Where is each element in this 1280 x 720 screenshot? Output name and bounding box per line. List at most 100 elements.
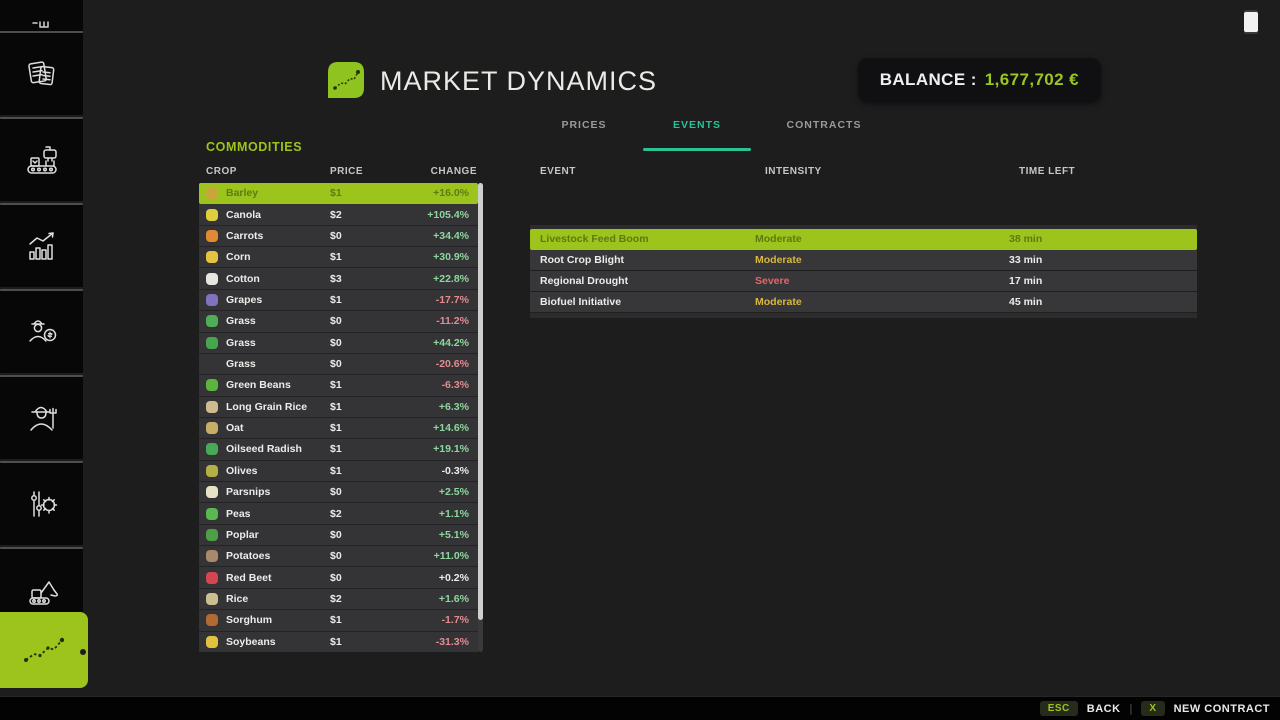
commodity-name: Grass xyxy=(226,358,256,371)
commodity-price: $2 xyxy=(330,593,342,605)
balance-value: 1,677,702 € xyxy=(984,70,1079,89)
cotton-icon xyxy=(206,272,218,285)
parsnips-icon xyxy=(206,486,218,499)
canola-icon xyxy=(206,208,218,221)
commodity-row[interactable]: Grass $0 -20.6% xyxy=(199,353,478,376)
commodity-row[interactable]: Peas $2 +1.1% xyxy=(199,503,478,525)
farmer-icon xyxy=(29,406,57,431)
commodity-row[interactable]: Rice $2 +1.6% xyxy=(199,588,478,611)
event-row[interactable]: Root Crop Blight Moderate 33 min xyxy=(530,250,1197,271)
tab-events[interactable]: EVENTS xyxy=(672,119,722,131)
sidebar-item-settings[interactable] xyxy=(0,463,83,545)
commodity-row[interactable]: Carrots $0 +34.4% xyxy=(199,225,478,248)
commodity-row[interactable]: Grass $0 +44.2% xyxy=(199,332,478,354)
commodity-name: Sorghum xyxy=(226,614,273,627)
documents-icon xyxy=(27,61,54,86)
commodities-scrollbar-track[interactable] xyxy=(478,183,483,652)
commodity-row[interactable]: Grass $0 -11.2% xyxy=(199,311,478,333)
commodity-row[interactable]: Cotton $3 +22.8% xyxy=(199,268,478,290)
sidebar-divider xyxy=(0,289,83,291)
sidebar-item-production[interactable] xyxy=(0,119,83,201)
event-row[interactable]: Regional Drought Severe 17 min xyxy=(530,271,1197,292)
sidebar-divider xyxy=(0,31,83,33)
event-intensity: Moderate xyxy=(755,233,802,245)
commodity-row[interactable]: Soybeans $1 -31.3% xyxy=(199,631,478,652)
commodity-row[interactable]: Oilseed Radish $1 +19.1% xyxy=(199,439,478,461)
commodities-scrollbar-thumb[interactable] xyxy=(478,183,483,620)
soybeans-icon xyxy=(206,635,218,648)
new-contract-button[interactable]: NEW CONTRACT xyxy=(1173,702,1270,715)
corn-icon xyxy=(206,251,218,264)
poplar-icon xyxy=(206,528,218,541)
sidebar-item-documents[interactable] xyxy=(0,33,83,115)
commodity-row[interactable]: Sorghum $1 -1.7% xyxy=(199,610,478,632)
sorghum-icon xyxy=(206,614,218,627)
commodity-row[interactable]: Canola $2 +105.4% xyxy=(199,204,478,226)
commodity-row[interactable]: Potatoes $0 +11.0% xyxy=(199,546,478,568)
hint-divider: | xyxy=(1129,702,1133,715)
sidebar-item-top-partial[interactable] xyxy=(0,0,83,31)
commodity-change: +19.1% xyxy=(433,443,469,456)
event-time-left: 45 min xyxy=(1009,296,1043,308)
sidebar-item-finances[interactable] xyxy=(0,291,83,373)
commodity-row[interactable]: Parsnips $0 +2.5% xyxy=(199,482,478,504)
tab-prices[interactable]: PRICES xyxy=(561,119,607,131)
commodity-row[interactable]: Olives $1 -0.3% xyxy=(199,460,478,483)
tab-contracts[interactable]: CONTRACTS xyxy=(786,119,862,131)
commodity-row[interactable]: Long Grain Rice $1 +6.3% xyxy=(199,396,478,418)
oilseed-radish-icon xyxy=(206,443,218,456)
commodity-change: -17.7% xyxy=(435,293,469,306)
construction-icon xyxy=(28,581,58,605)
commodity-price: $0 xyxy=(330,528,342,541)
sidebar-item-market-dynamics-active[interactable] xyxy=(0,612,88,688)
active-tab-underline xyxy=(643,148,751,151)
commodity-name: Corn xyxy=(226,251,251,264)
commodity-name: Peas xyxy=(226,507,251,520)
commodity-name: Oilseed Radish xyxy=(226,443,302,456)
commodity-name: Red Beet xyxy=(226,571,272,584)
commodity-change: +11.0% xyxy=(433,550,469,563)
commodity-row[interactable]: Barley $1 +16.0% xyxy=(199,183,478,205)
commodity-change: +0.2% xyxy=(438,571,469,584)
commodity-change: -1.7% xyxy=(441,614,469,627)
commodity-row[interactable]: Red Beet $0 +0.2% xyxy=(199,567,478,589)
column-header-price: PRICE xyxy=(330,166,364,177)
market-dynamics-icon xyxy=(24,637,65,662)
commodity-price: $0 xyxy=(330,571,342,584)
commodity-name: Carrots xyxy=(226,229,264,242)
column-header-time-left: TIME LEFT xyxy=(1019,166,1076,177)
commodity-name: Soybeans xyxy=(226,635,276,648)
commodity-change: +14.6% xyxy=(433,422,469,435)
commodity-name: Long Grain Rice xyxy=(226,400,308,413)
peas-icon xyxy=(206,507,218,520)
commodity-price: $1 xyxy=(330,379,342,392)
commodity-change: -6.3% xyxy=(441,379,469,392)
commodity-price: $2 xyxy=(330,208,342,221)
commodity-change: +44.2% xyxy=(433,336,469,349)
sidebar-item-statistics[interactable] xyxy=(0,205,83,287)
commodity-row[interactable]: Oat $1 +14.6% xyxy=(199,417,478,440)
events-table: Livestock Feed Boom Moderate 38 min Root… xyxy=(530,225,1197,318)
commodity-row[interactable]: Poplar $0 +5.1% xyxy=(199,524,478,547)
commodity-price: $1 xyxy=(330,400,342,413)
event-row[interactable]: Livestock Feed Boom Moderate 38 min xyxy=(530,229,1197,250)
olives-icon xyxy=(206,464,218,477)
back-button[interactable]: BACK xyxy=(1086,702,1121,715)
rice-icon xyxy=(206,593,218,605)
column-header-crop: CROP xyxy=(206,166,237,177)
esc-key-badge[interactable]: ESC xyxy=(1039,701,1078,716)
commodity-price: $0 xyxy=(330,229,342,242)
event-row[interactable]: Biofuel Initiative Moderate 45 min xyxy=(530,292,1197,313)
sidebar-item-farmer[interactable] xyxy=(0,377,83,459)
commodity-change: +6.3% xyxy=(438,400,469,413)
commodity-change: -0.3% xyxy=(441,464,469,477)
x-key-badge[interactable]: X xyxy=(1141,701,1165,716)
sidebar-divider xyxy=(0,117,83,119)
commodity-price: $1 xyxy=(330,251,342,264)
commodity-row[interactable]: Grapes $1 -17.7% xyxy=(199,289,478,312)
commodity-name: Grapes xyxy=(226,293,263,306)
commodity-row[interactable]: Corn $1 +30.9% xyxy=(199,247,478,269)
commodities-section-title: COMMODITIES xyxy=(206,140,303,154)
statistics-icon xyxy=(28,232,54,260)
commodity-row[interactable]: Green Beans $1 -6.3% xyxy=(199,375,478,397)
